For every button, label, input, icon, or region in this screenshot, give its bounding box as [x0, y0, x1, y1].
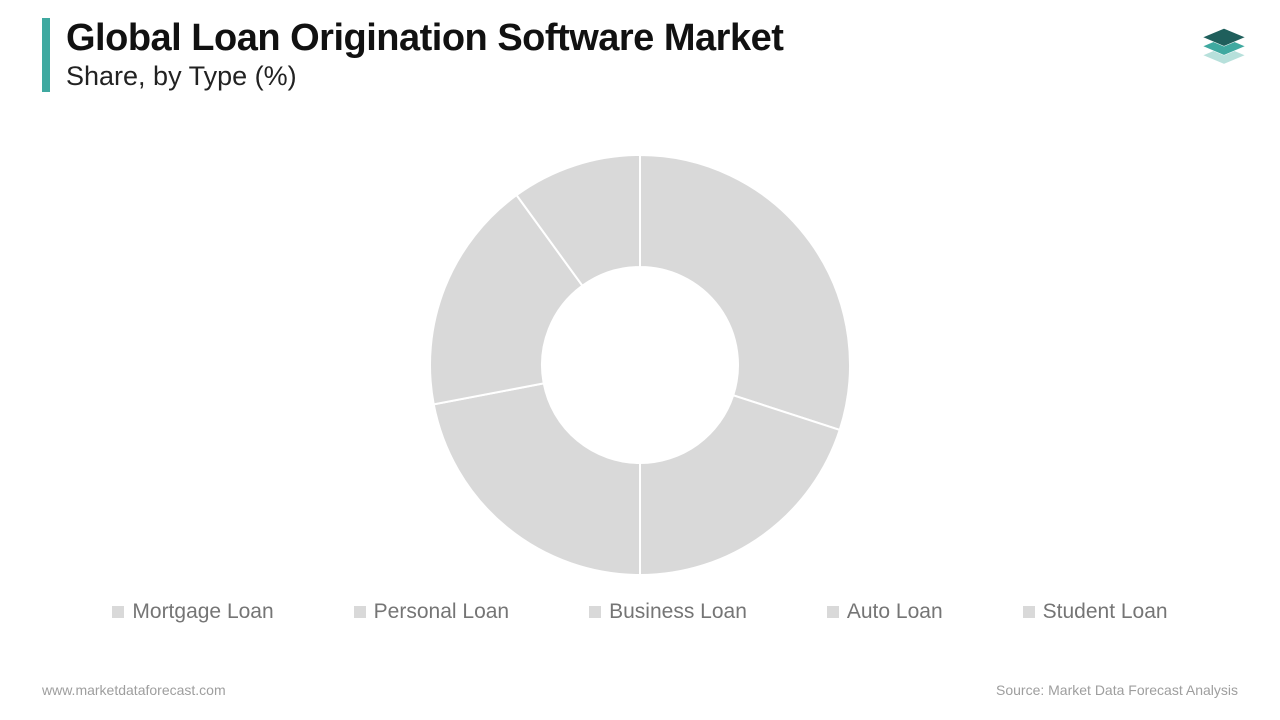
legend-label: Auto Loan [847, 600, 943, 624]
footer-source: Source: Market Data Forecast Analysis [996, 682, 1238, 698]
legend-item: Mortgage Loan [112, 600, 273, 624]
legend-swatch-icon [1023, 606, 1035, 618]
legend-swatch-icon [827, 606, 839, 618]
legend-label: Business Loan [609, 600, 747, 624]
footer-url: www.marketdataforecast.com [42, 682, 226, 698]
legend-swatch-icon [354, 606, 366, 618]
legend: Mortgage Loan Personal Loan Business Loan A… [0, 600, 1280, 624]
legend-item: Student Loan [1023, 600, 1168, 624]
legend-item: Personal Loan [354, 600, 509, 624]
legend-item: Business Loan [589, 600, 747, 624]
donut-slice [434, 383, 640, 575]
infographic-card: Global Loan Origination Software Market … [0, 0, 1280, 720]
brand-logo-icon [1196, 16, 1252, 72]
legend-swatch-icon [112, 606, 124, 618]
chart-title: Global Loan Origination Software Market [66, 18, 783, 60]
donut-chart [420, 145, 860, 585]
legend-label: Mortgage Loan [132, 600, 273, 624]
legend-label: Student Loan [1043, 600, 1168, 624]
accent-bar [42, 18, 50, 92]
header: Global Loan Origination Software Market … [42, 18, 783, 92]
legend-label: Personal Loan [374, 600, 509, 624]
legend-swatch-icon [589, 606, 601, 618]
chart-area [0, 130, 1280, 600]
donut-slice [640, 395, 840, 575]
legend-item: Auto Loan [827, 600, 943, 624]
title-block: Global Loan Origination Software Market … [66, 18, 783, 92]
donut-slice [640, 155, 850, 430]
chart-subtitle: Share, by Type (%) [66, 60, 783, 92]
